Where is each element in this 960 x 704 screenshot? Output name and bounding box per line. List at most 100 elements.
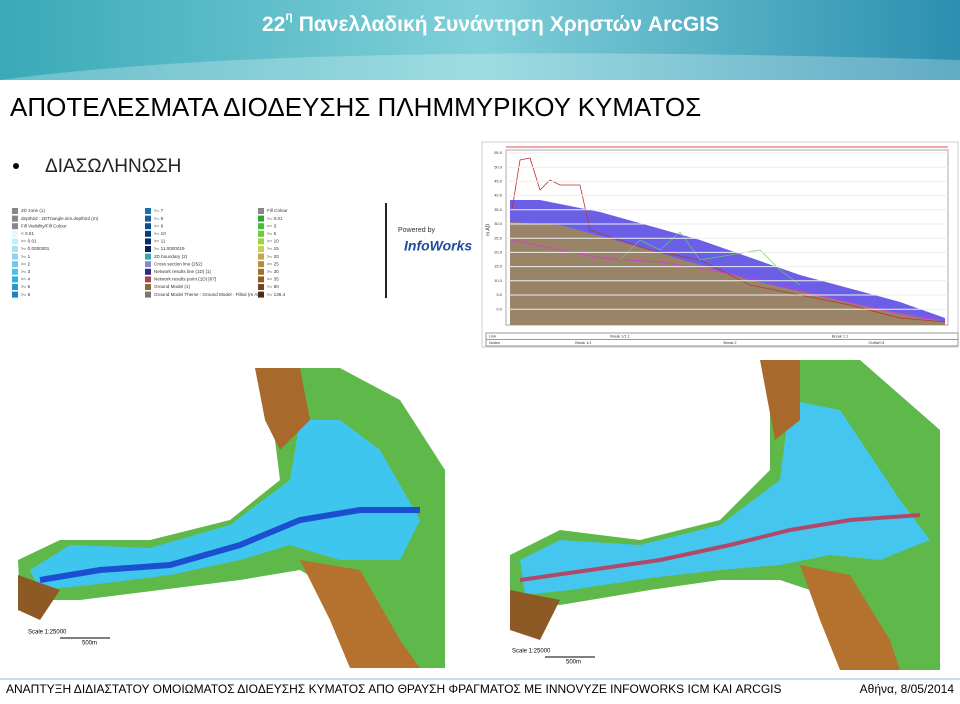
bullet-dot <box>13 163 19 169</box>
max-level <box>511 157 946 323</box>
legend-label: >= 20 <box>267 254 279 259</box>
legend-label: >= 6 <box>21 292 31 297</box>
legend-swatch <box>258 261 264 268</box>
legend-label: Network results line (1D) [1] <box>154 269 211 274</box>
banner-sup: η <box>285 9 292 23</box>
legend-swatch <box>12 276 18 283</box>
hill <box>510 590 560 640</box>
legend-label: >= 25 <box>267 261 279 266</box>
legend-swatch <box>12 246 18 252</box>
map-left: Scale 1:25000 500m <box>18 368 445 668</box>
channel <box>519 513 921 582</box>
legend-label: Fill Colour <box>267 208 288 213</box>
bullet-text: ΔΙΑΣΩΛΗΝΩΣΗ <box>45 156 181 177</box>
y-label: 30.0 <box>494 221 503 226</box>
y-label: 55.0 <box>494 150 503 155</box>
channel <box>39 507 420 583</box>
legend-label: >= 3 <box>21 269 31 274</box>
table-cell: Break 1/1 <box>575 341 591 345</box>
table-cell: Link <box>489 335 496 339</box>
table-cell: Nodes <box>489 341 500 345</box>
legend-swatch <box>258 284 264 290</box>
legend-swatch <box>12 284 18 290</box>
legend-label: Ground Model (1) <box>154 284 190 289</box>
level-line <box>511 239 946 321</box>
table-cell: Break 2 <box>723 341 736 345</box>
legend-swatch <box>12 291 18 298</box>
scale-distance: 500m <box>82 641 97 647</box>
legend-swatch <box>258 215 264 222</box>
legend-label: >= 8 <box>154 216 164 221</box>
legend-swatch <box>145 253 151 260</box>
legend-label: >= 0.0000001 <box>21 246 50 251</box>
legend-label: depth2d : 2DTriangle.sim.depth2d (m) <box>21 216 99 221</box>
legend-swatch <box>12 215 18 222</box>
hill <box>255 368 310 450</box>
banner-text: Πανελλαδική Συνάντηση Χρηστών ArcGIS <box>299 13 719 36</box>
legend-swatch <box>145 246 151 252</box>
legend-label: >= 2 <box>21 261 31 266</box>
legend-swatch <box>145 238 151 245</box>
legend-label: >= 0.01 <box>267 216 283 221</box>
legend-label: Network results point (1D) [87] <box>154 277 216 282</box>
logo-powered: Powered by <box>398 227 435 234</box>
legend-label: >= 3 <box>267 223 277 228</box>
scale-text: Scale 1:25000 <box>28 630 67 636</box>
legend-label: 2D zone (1) <box>21 208 45 213</box>
legend-label: >= 136.4 <box>267 292 286 297</box>
legend-label: < 0.01 <box>21 231 34 236</box>
hill <box>18 575 60 620</box>
table-cell: Outfall 01 <box>869 341 885 345</box>
legend-label: >= 10 <box>267 239 279 244</box>
legend-label: >= 80 <box>267 284 279 289</box>
flood <box>30 420 420 590</box>
footer-left: ΑΝΑΠΤΥΞΗ ΔΙΔΙΑΣΤΑΤΟΥ ΟΜΟΙΩΜΑΤΟΣ ΔΙΟΔΕΥΣΗ… <box>6 682 782 696</box>
legend-label: >= 0.01 <box>21 239 37 244</box>
legend-label: Fill Visibility/Fill Colour <box>21 223 67 228</box>
banner-number: 22 <box>262 13 285 36</box>
legend-swatch <box>258 230 264 237</box>
legend: 2D zone (1) depth2d : 2DTriangle.sim.dept… <box>12 208 288 298</box>
legend-swatch <box>145 230 151 237</box>
legend-swatch <box>145 268 151 275</box>
legend-label: >= 30 <box>267 269 279 274</box>
legend-swatch <box>258 291 264 298</box>
legend-swatch <box>145 223 151 230</box>
profile-axis-label: m AD <box>485 223 491 236</box>
footer-right: Αθήνα, 8/05/2014 <box>860 682 955 696</box>
logo-name: InfoWorks <box>404 238 472 254</box>
legend-swatch <box>12 238 18 245</box>
legend-swatch <box>258 208 264 214</box>
table-cell: Break 1.1 <box>832 335 848 339</box>
legend-swatch <box>12 268 18 275</box>
banner <box>0 0 960 80</box>
hill <box>300 560 420 668</box>
y-label: 25.0 <box>494 235 503 240</box>
y-label: 5.0 <box>496 292 502 297</box>
legend-swatch <box>145 208 151 214</box>
legend-label: >= 15 <box>267 246 279 251</box>
legend-label: >= 4 <box>21 277 31 282</box>
legend-swatch <box>145 215 151 222</box>
flood <box>520 400 930 595</box>
table-cells: Link Break 1/1.1 Break 1.1 Nodes Break 1/1 Br… <box>489 335 885 346</box>
legend-swatch <box>145 276 151 283</box>
legend-label: >= 35 <box>267 277 279 282</box>
hill <box>800 565 900 670</box>
legend-label: >= 7 <box>154 208 164 213</box>
legend-swatch <box>12 230 18 237</box>
y-label: 35.0 <box>494 207 503 212</box>
profile: m AD 55.0 50.0 45.0 40.0 35.0 30.0 25.0 20.0 15.… <box>481 141 959 348</box>
legend-label: >= 9 <box>154 223 164 228</box>
table-cell: Break 1/1.1 <box>610 335 629 339</box>
legend-label: >= 5 <box>267 231 277 236</box>
legend-label: >= 11.0000019 <box>154 246 185 251</box>
legend-swatch <box>258 223 264 230</box>
y-label: 50.0 <box>494 164 503 169</box>
y-label: 40.0 <box>494 193 503 198</box>
scale-distance: 500m <box>566 660 581 666</box>
legend-swatch <box>145 261 151 268</box>
legend-label: >= 5 <box>21 284 31 289</box>
